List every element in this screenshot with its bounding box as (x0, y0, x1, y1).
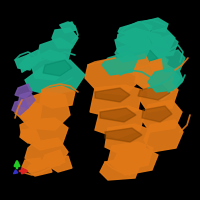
Polygon shape (102, 52, 138, 75)
Polygon shape (100, 158, 140, 180)
Polygon shape (117, 28, 148, 45)
Polygon shape (100, 108, 136, 122)
Polygon shape (52, 28, 78, 48)
Polygon shape (25, 138, 68, 168)
Polygon shape (142, 106, 172, 122)
Polygon shape (148, 28, 175, 48)
Polygon shape (108, 142, 153, 170)
Polygon shape (18, 92, 35, 108)
Polygon shape (142, 18, 168, 32)
Polygon shape (90, 85, 142, 118)
Polygon shape (15, 55, 35, 70)
Polygon shape (144, 120, 183, 152)
Polygon shape (112, 148, 158, 175)
Polygon shape (60, 22, 76, 33)
Polygon shape (43, 85, 65, 96)
Polygon shape (43, 60, 72, 76)
Polygon shape (118, 22, 152, 36)
Polygon shape (22, 158, 45, 172)
Polygon shape (12, 100, 28, 115)
Polygon shape (135, 68, 175, 92)
Polygon shape (15, 84, 32, 98)
Polygon shape (128, 50, 158, 64)
Polygon shape (162, 50, 185, 72)
Polygon shape (115, 42, 150, 62)
Polygon shape (105, 128, 142, 142)
Polygon shape (150, 58, 168, 73)
Polygon shape (20, 118, 68, 150)
Polygon shape (20, 50, 42, 72)
Polygon shape (112, 56, 132, 72)
Polygon shape (142, 100, 182, 132)
Polygon shape (135, 62, 175, 92)
Polygon shape (40, 86, 75, 108)
Polygon shape (128, 54, 150, 69)
Polygon shape (140, 80, 178, 112)
Polygon shape (18, 92, 70, 130)
Polygon shape (95, 106, 145, 138)
Polygon shape (42, 150, 65, 167)
Polygon shape (148, 82, 172, 100)
Polygon shape (26, 162, 52, 176)
Polygon shape (148, 68, 180, 92)
Polygon shape (150, 35, 178, 57)
Polygon shape (125, 50, 168, 78)
Polygon shape (105, 124, 150, 155)
Polygon shape (130, 38, 152, 53)
Polygon shape (38, 38, 72, 60)
Polygon shape (50, 156, 72, 172)
Polygon shape (138, 85, 170, 100)
Polygon shape (25, 60, 85, 95)
Polygon shape (162, 68, 183, 90)
Polygon shape (30, 50, 70, 80)
Polygon shape (85, 58, 140, 95)
Polygon shape (15, 102, 42, 120)
Polygon shape (20, 128, 40, 143)
Polygon shape (95, 88, 130, 102)
Polygon shape (115, 30, 170, 65)
